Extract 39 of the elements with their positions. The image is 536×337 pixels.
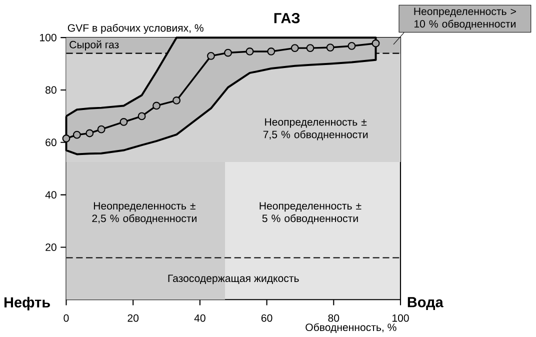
annotation: Неопределенность ± 7,5 % обводненности: [263, 118, 368, 140]
point: [246, 48, 254, 56]
x-tick-label: 40: [194, 314, 206, 322]
band-label: Сырой газ: [70, 40, 119, 51]
y-axis-title: GVF в рабочих условиях, %: [68, 24, 204, 34]
point: [152, 102, 160, 110]
annotation: Неопределенность ± 2,5 % обводненности: [92, 202, 196, 224]
point: [97, 126, 106, 134]
y-tick-label: 40: [45, 191, 56, 199]
point: [172, 96, 180, 105]
text: Нефть: [4, 297, 50, 311]
x-tick-label: 60: [261, 314, 272, 322]
point: [207, 52, 215, 60]
point: [120, 118, 128, 126]
point: [372, 40, 380, 48]
point: [86, 129, 94, 138]
point: [290, 44, 299, 52]
chart-title: ГАЗ: [274, 13, 300, 24]
point: [138, 112, 146, 120]
y-tick-label: 80: [46, 86, 56, 94]
point: [348, 42, 356, 50]
point: [224, 49, 232, 57]
x-axis-title: Обводненность, %: [306, 323, 396, 334]
point: [306, 44, 314, 52]
x-tick-label: 20: [128, 314, 139, 322]
point: [62, 134, 70, 143]
y-tick-label: 20: [46, 244, 56, 252]
point: [72, 131, 81, 139]
x-tick-label: 100: [392, 314, 409, 322]
point: [267, 48, 276, 56]
x-tick-label: 0: [64, 314, 69, 322]
y-tick-label: 100: [40, 34, 56, 42]
y-tick-label: 60: [46, 138, 56, 146]
text: Вода: [408, 297, 444, 310]
ref-line-label: Газосодержащая жидкость: [168, 274, 299, 284]
point: [326, 44, 334, 52]
text: Неопределенность > 10 % обводненности: [414, 8, 516, 30]
annotation: Неопределенность ± 5 % обводненности: [260, 202, 362, 224]
x-tick-label: 80: [328, 314, 340, 322]
